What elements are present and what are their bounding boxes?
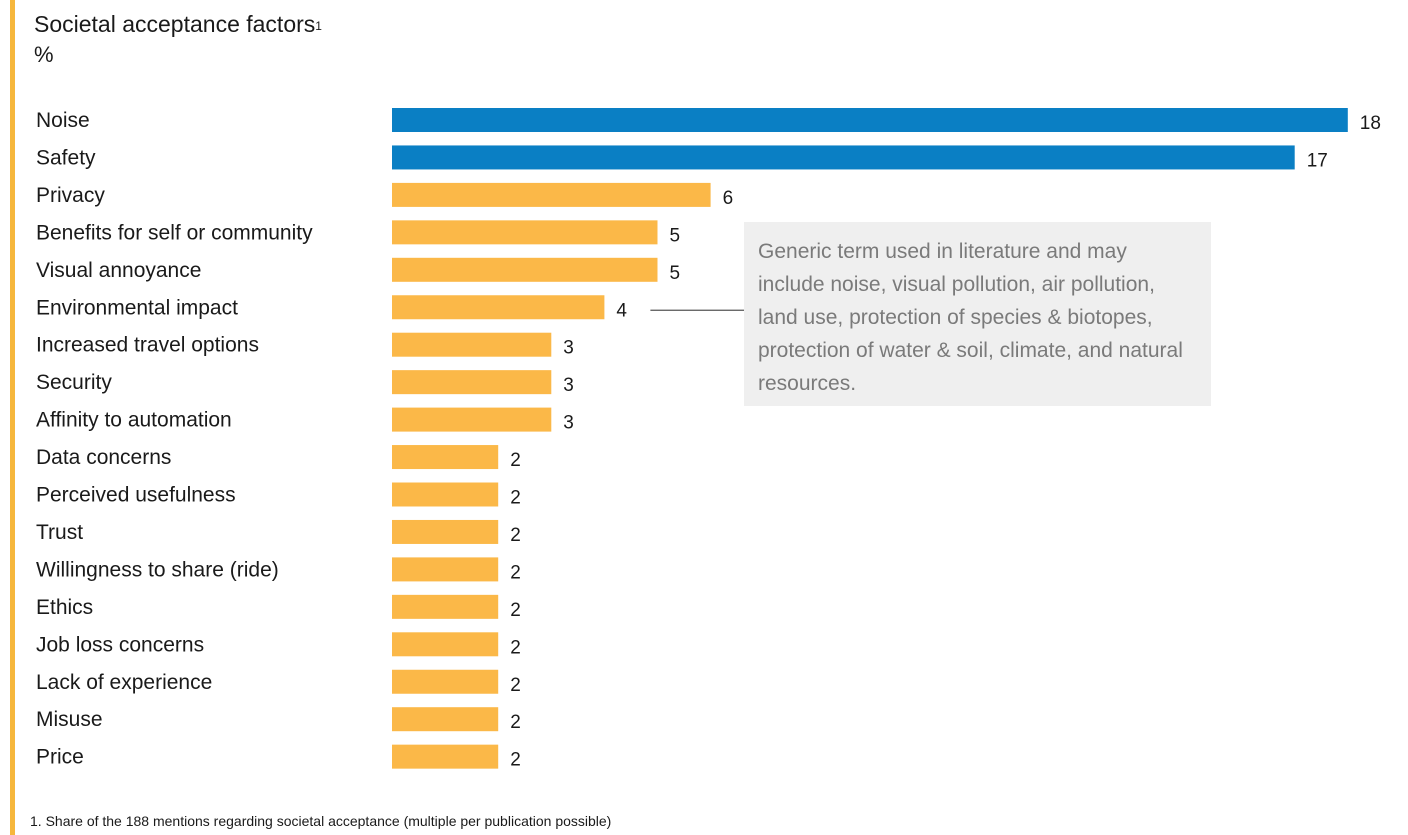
value-label: 2 — [510, 637, 521, 658]
bar — [392, 332, 552, 357]
value-label: 2 — [510, 525, 521, 546]
bar — [392, 182, 711, 207]
category-label: Increased travel options — [36, 334, 259, 357]
value-label: 3 — [563, 413, 574, 434]
bar — [392, 744, 499, 769]
bar — [392, 519, 499, 544]
category-label: Privacy — [36, 184, 105, 207]
value-label: 6 — [723, 188, 734, 209]
annotation-box: Generic term used in literature and may … — [744, 222, 1211, 406]
value-label: 2 — [510, 562, 521, 583]
chart-title-text: Societal acceptance factors — [34, 11, 316, 37]
category-label: Perceived usefulness — [36, 484, 236, 507]
value-label: 3 — [563, 375, 574, 396]
category-label: Ethics — [36, 596, 93, 619]
bar — [392, 295, 605, 320]
bar — [392, 370, 552, 395]
unit-label: % — [34, 42, 54, 67]
bar — [392, 482, 499, 507]
value-label: 2 — [510, 675, 521, 696]
bar — [392, 257, 658, 282]
value-label: 17 — [1307, 150, 1328, 171]
bar — [392, 108, 1348, 132]
value-label: 2 — [510, 600, 521, 621]
category-label: Safety — [36, 146, 96, 169]
value-label: 2 — [510, 712, 521, 733]
value-label: 4 — [616, 300, 627, 321]
footnote-marker: 1 — [315, 19, 322, 33]
bar — [392, 669, 499, 694]
bar — [392, 220, 658, 245]
value-label: 3 — [563, 338, 574, 359]
bar — [392, 632, 499, 657]
category-label: Environmental impact — [36, 296, 238, 319]
category-label: Price — [36, 746, 84, 769]
bar-chart: Noise 18 Safety 17 Privacy 6 Benefits for self… — [36, 108, 1381, 771]
value-label: 2 — [510, 450, 521, 471]
category-label: Visual annoyance — [36, 259, 201, 282]
value-label: 2 — [510, 488, 521, 509]
category-label: Job loss concerns — [36, 633, 204, 656]
category-label: Misuse — [36, 708, 103, 731]
bar — [392, 445, 499, 470]
category-label: Trust — [36, 521, 83, 544]
category-label: Affinity to automation — [36, 409, 232, 432]
category-label: Noise — [36, 109, 90, 132]
chart-title: Societal acceptance factors1 — [34, 10, 322, 38]
category-label: Lack of experience — [36, 671, 212, 694]
category-label: Willingness to share (ride) — [36, 558, 279, 581]
accent-bar — [10, 0, 15, 835]
value-label: 2 — [510, 750, 521, 771]
bar — [392, 594, 499, 619]
category-label: Security — [36, 371, 112, 394]
value-label: 18 — [1360, 113, 1381, 134]
bar — [392, 707, 499, 732]
value-label: 5 — [670, 225, 681, 246]
category-label: Benefits for self or community — [36, 221, 313, 244]
footnote: 1. Share of the 188 mentions regarding s… — [30, 813, 612, 829]
bar — [392, 557, 499, 582]
bar — [392, 145, 1295, 170]
bar — [392, 407, 552, 432]
category-label: Data concerns — [36, 446, 171, 469]
value-label: 5 — [670, 263, 681, 284]
